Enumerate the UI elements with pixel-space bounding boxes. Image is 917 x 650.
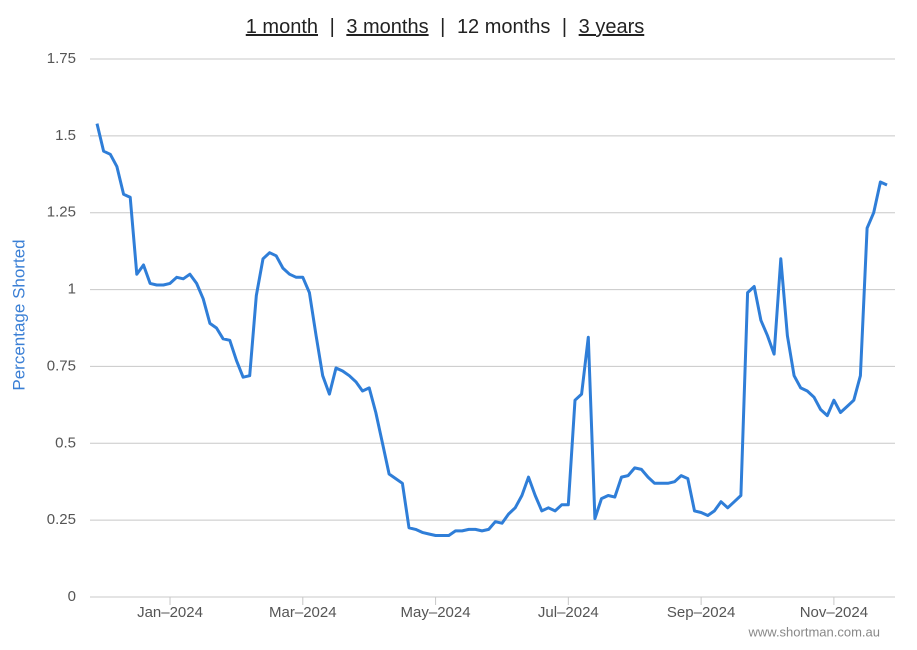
x-tick-label: Jan–2024 — [137, 604, 203, 621]
footer: www.shortman.com.au — [748, 624, 881, 639]
line-series — [95, 123, 888, 537]
y-tick-label: 0.25 — [47, 511, 76, 528]
separator: | — [330, 16, 335, 38]
y-tick-label: 1.75 — [47, 50, 76, 67]
period-selector: 1 month | 3 months | 12 months | 3 years — [246, 16, 645, 38]
x-tick-label: Nov–2024 — [800, 604, 868, 621]
y-tick-label: 0.75 — [47, 357, 76, 374]
period-current: 12 months — [457, 16, 550, 38]
y-tick-label: 1 — [68, 281, 76, 298]
y-tick-label: 1.25 — [47, 204, 76, 221]
x-tick-label: May–2024 — [401, 604, 471, 621]
x-tick-label: Jul–2024 — [538, 604, 599, 621]
period-link[interactable]: 3 years — [579, 16, 645, 38]
y-tick-label: 1.5 — [55, 127, 76, 144]
x-tick-label: Mar–2024 — [269, 604, 337, 621]
separator: | — [440, 16, 445, 38]
period-link[interactable]: 1 month — [246, 16, 318, 38]
x-tick-label: Sep–2024 — [667, 604, 735, 621]
period-link[interactable]: 3 months — [346, 16, 428, 38]
y-tick-label: 0 — [68, 588, 76, 605]
y-axis-title: Percentage Shorted — [9, 239, 28, 390]
y-tick-label: 0.5 — [55, 434, 76, 451]
separator: | — [562, 16, 567, 38]
